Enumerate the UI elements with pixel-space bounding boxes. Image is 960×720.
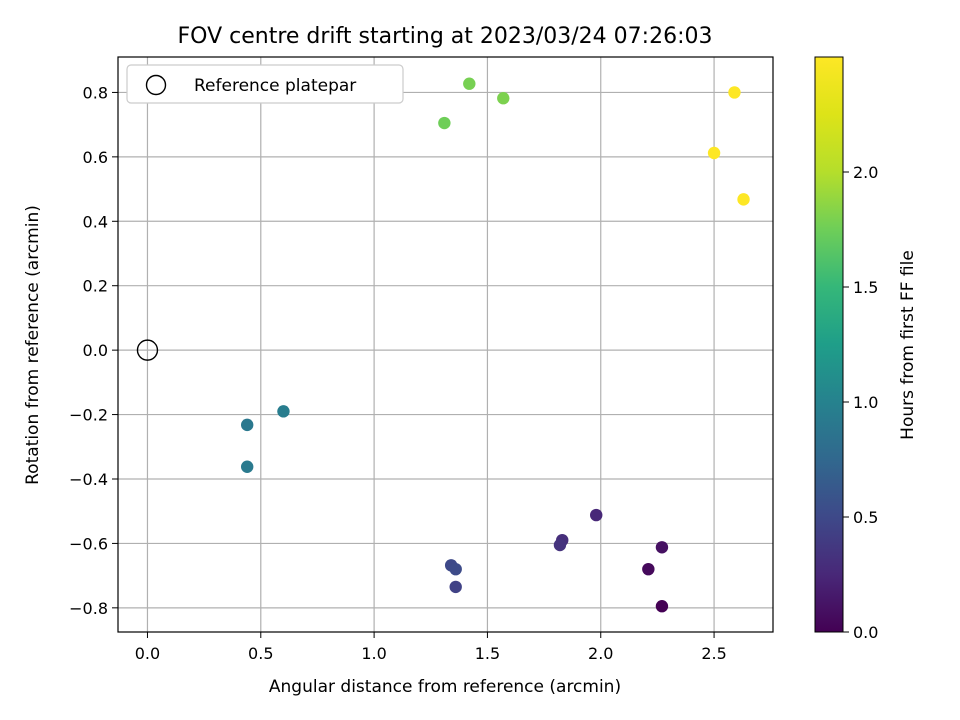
reference-point-marker — [136, 339, 159, 361]
x-tick-label: 1.5 — [475, 644, 500, 663]
colorbar-tick-label: 0.0 — [853, 623, 878, 642]
data-point — [438, 116, 451, 130]
colorbar-tick-label: 1.0 — [853, 393, 878, 412]
y-tick-label: −0.6 — [69, 534, 108, 553]
data-point — [240, 460, 254, 473]
data-point — [655, 541, 669, 554]
data-point — [707, 146, 721, 160]
x-tick-label: 1.0 — [361, 644, 386, 663]
y-axis-label: Rotation from reference (arcmin) — [23, 205, 43, 485]
x-axis-label: Angular distance from reference (arcmin) — [269, 677, 621, 697]
data-point — [463, 77, 476, 90]
colorbar-tick-label: 1.5 — [853, 278, 878, 297]
data-point — [449, 580, 462, 594]
colorbar: 0.0 0.5 1.0 1.5 2.0 Hours from first FF file — [814, 56, 918, 642]
legend-label: Reference platepar — [194, 76, 356, 96]
colorbar-label: Hours from first FF file — [898, 250, 918, 440]
data-point — [497, 92, 510, 105]
y-tick-label: 0.2 — [83, 277, 108, 296]
colorbar-gradient — [814, 56, 844, 633]
x-tick-label: 0.0 — [135, 644, 160, 663]
data-point — [737, 193, 750, 206]
plot-frame — [117, 56, 774, 633]
data-point — [553, 538, 567, 552]
y-tick-label: 0.4 — [83, 212, 108, 231]
grid-layer — [118, 57, 773, 632]
y-tick-label: −0.4 — [69, 470, 108, 489]
legend: Reference platepar — [126, 64, 404, 104]
data-point — [277, 405, 290, 418]
colorbar-ticks: 0.0 0.5 1.0 1.5 2.0 — [843, 163, 878, 642]
ticks-layer: 0.0 0.5 1.0 1.5 2.0 2.5 0.8 0.6 0.4 0.2 0.0 −0.2 −0.… — [69, 83, 727, 663]
data-point — [240, 418, 254, 432]
data-point — [590, 508, 603, 522]
data-point — [642, 562, 655, 576]
data-point — [449, 562, 462, 576]
points-layer — [136, 77, 750, 613]
y-tick-label: −0.2 — [69, 406, 108, 425]
chart-title: FOV centre drift starting at 2023/03/24 … — [178, 24, 713, 49]
x-tick-label: 2.0 — [588, 644, 613, 663]
y-tick-label: 0.0 — [83, 341, 108, 360]
data-point — [728, 86, 741, 99]
y-tick-label: 0.8 — [83, 83, 108, 102]
legend-box — [126, 64, 404, 104]
legend-marker — [145, 74, 167, 96]
colorbar-tick-label: 2.0 — [853, 163, 878, 182]
x-tick-label: 2.5 — [701, 644, 726, 663]
colorbar-tick-label: 0.5 — [853, 508, 878, 527]
x-tick-label: 0.5 — [248, 644, 273, 663]
data-point — [655, 600, 669, 613]
y-tick-label: 0.6 — [83, 148, 108, 167]
y-tick-label: −0.8 — [69, 599, 108, 618]
